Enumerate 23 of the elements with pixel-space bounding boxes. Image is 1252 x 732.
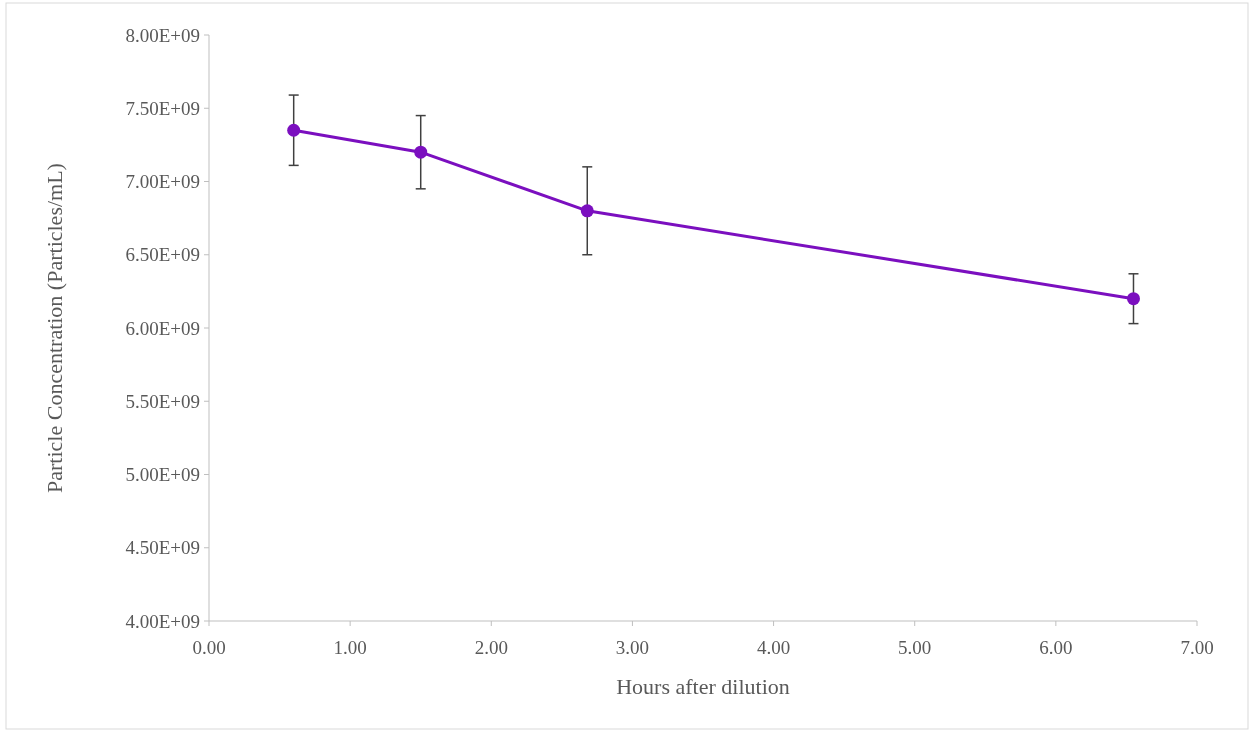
point [580,204,594,218]
x-tick-label: 4.00 [756,637,791,658]
y-tick-label: 5.00E+09 [125,464,200,486]
y-tick-label: 7.50E+09 [125,97,200,119]
x-tick-label: 6.00 [1039,637,1073,658]
x-tick-label: 1.00 [333,637,367,658]
y-tick-label: 4.50E+09 [125,537,200,559]
y-tick-label: 4.00E+09 [125,610,200,632]
y-axis-title: Particle Concentration (Particles/mL) [42,163,67,493]
y-tick-label: 5.50E+09 [125,390,200,412]
x-axis-title: Hours after dilution [616,674,790,699]
y-tick-label: 6.00E+09 [125,317,200,339]
x-tick-label: 2.00 [474,637,508,658]
x-tick-label: 5.00 [898,637,932,658]
point [1126,292,1140,306]
point [414,145,428,159]
point [287,123,301,137]
y-tick-label: 6.50E+09 [125,244,200,266]
x-tick-label: 7.00 [1180,637,1214,658]
x-tick-label: 0.00 [192,637,226,658]
x-tick-label: 3.00 [615,637,650,658]
y-tick-label: 7.00E+09 [125,171,200,193]
y-tick-label: 8.00E+09 [125,24,200,46]
